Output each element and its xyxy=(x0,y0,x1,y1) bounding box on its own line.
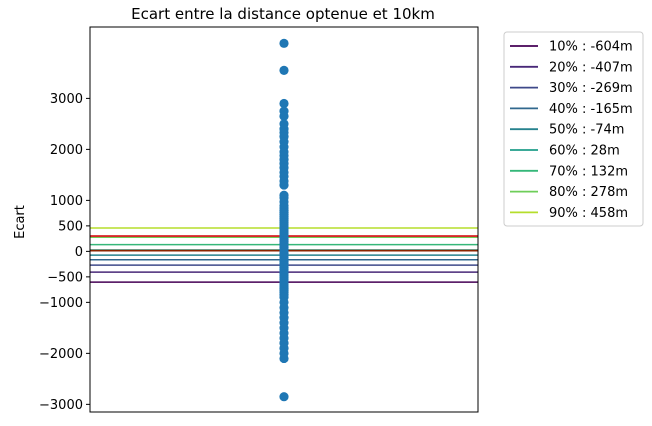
legend-label: 30% : -269m xyxy=(549,81,633,96)
scatter-point xyxy=(279,38,289,48)
scatter-point xyxy=(279,392,289,402)
legend-label: 80% : 278m xyxy=(549,185,628,200)
plot-frame xyxy=(89,26,479,413)
y-axis-label: Ecart xyxy=(13,205,28,239)
legend-item: 40% : -165m xyxy=(510,102,633,117)
legend-label: 70% : 132m xyxy=(549,164,628,179)
y-tick-label: −500 xyxy=(47,270,83,285)
legend-label: 90% : 458m xyxy=(549,206,628,221)
legend-item: 30% : -269m xyxy=(510,81,633,96)
y-tick-label: 3000 xyxy=(50,92,83,107)
scatter-point xyxy=(279,180,289,190)
legend-label: 60% : 28m xyxy=(549,144,620,159)
legend-item: 90% : 458m xyxy=(510,206,628,221)
legend-item: 50% : -74m xyxy=(510,123,624,138)
scatter-point xyxy=(279,353,289,364)
legend-item: 80% : 278m xyxy=(510,185,628,200)
legend-label: 20% : -407m xyxy=(549,60,633,75)
y-tick-label: 500 xyxy=(58,219,83,234)
legend-label: 40% : -165m xyxy=(549,102,633,117)
scatter-point xyxy=(279,111,289,121)
y-tick-label: 1000 xyxy=(50,194,83,209)
legend-item: 60% : 28m xyxy=(510,144,620,159)
legend-item: 20% : -407m xyxy=(510,60,633,75)
legend-item: 70% : 132m xyxy=(510,164,628,179)
chart-title: Ecart entre la distance optenue et 10km xyxy=(131,5,435,23)
legend-item: 10% : -604m xyxy=(510,40,633,55)
y-tick-label: −1000 xyxy=(39,296,83,311)
scatter-point xyxy=(279,65,289,75)
legend: 10% : -604m 20% : -407m 30% : -269m 40% : -… xyxy=(503,31,644,227)
legend-label: 50% : -74m xyxy=(549,123,624,138)
legend-items: 10% : -604m 20% : -407m 30% : -269m 40% : -… xyxy=(510,40,633,221)
legend-label: 10% : -604m xyxy=(549,40,633,55)
legend-box xyxy=(503,31,644,227)
y-axis-ticks: 3000 2000 1000 500 0 −500 −1000 −2000 −3000 xyxy=(39,92,90,413)
scatter-points-layer xyxy=(279,38,289,402)
y-tick-label: 2000 xyxy=(50,143,83,158)
y-tick-label: 0 xyxy=(75,245,83,260)
y-tick-label: −2000 xyxy=(39,347,83,362)
y-tick-label: −3000 xyxy=(39,398,83,413)
scatter-point xyxy=(279,98,289,109)
